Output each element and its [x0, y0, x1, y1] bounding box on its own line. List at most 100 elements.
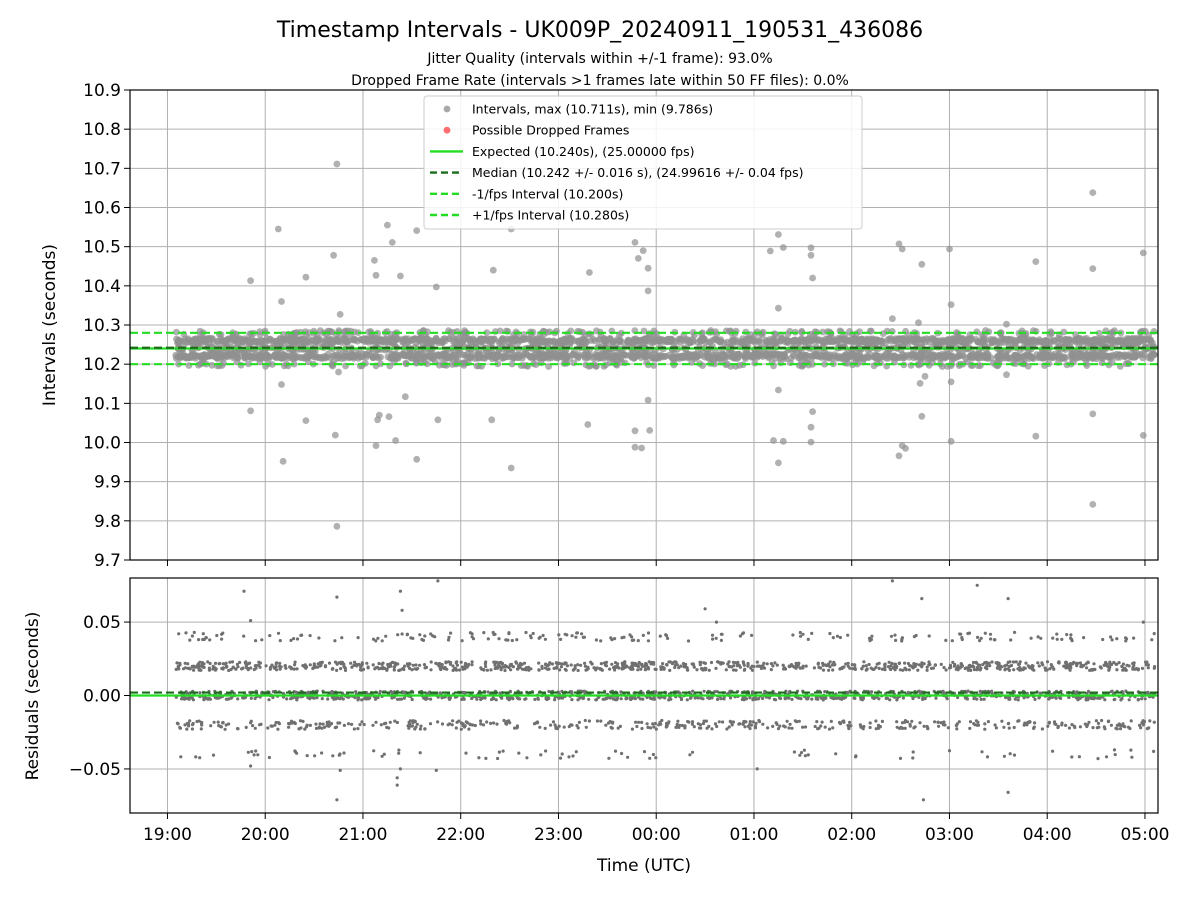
y-tick-label: 10.8 — [83, 120, 121, 140]
interval-point — [935, 351, 943, 359]
interval-point — [513, 335, 520, 343]
residual-point — [401, 667, 405, 671]
interval-outlier-point — [1089, 501, 1097, 508]
residual-point — [423, 727, 427, 731]
residual-point — [1087, 696, 1091, 700]
interval-point — [382, 335, 389, 343]
residual-point — [567, 755, 571, 759]
residual-point — [439, 667, 443, 672]
interval-point — [778, 351, 785, 358]
residual-point — [321, 722, 325, 726]
legend-label: Median (10.242 +/- 0.016 s), (24.99616 +… — [472, 165, 803, 180]
residual-point — [731, 660, 736, 664]
interval-outlier-point — [397, 272, 404, 280]
residual-point — [651, 752, 656, 757]
residual-point — [256, 753, 260, 757]
residual-point — [1132, 663, 1136, 668]
interval-outlier-point — [388, 239, 396, 246]
legend-label: +1/fps Interval (10.280s) — [472, 208, 629, 223]
interval-outlier-point — [947, 437, 955, 445]
residual-point — [379, 723, 383, 727]
interval-outlier-point — [302, 417, 310, 424]
residual-point — [440, 722, 445, 726]
residual-point — [914, 633, 918, 638]
residual-point — [413, 727, 417, 731]
interval-point — [520, 336, 528, 343]
interval-point — [709, 354, 716, 362]
interval-outlier-point — [335, 368, 342, 376]
interval-point — [844, 352, 851, 360]
residual-point — [1152, 720, 1156, 724]
residual-point — [797, 719, 801, 723]
interval-outlier-point — [947, 301, 955, 308]
residual-point — [1070, 723, 1074, 727]
residual-point — [1039, 691, 1043, 695]
residual-point — [288, 665, 292, 669]
residual-point — [1067, 726, 1071, 730]
residual-point — [395, 720, 399, 725]
interval-outlier-point — [279, 457, 287, 465]
residual-point — [484, 664, 488, 669]
residual-point — [1051, 636, 1055, 640]
interval-outlier-point — [413, 227, 421, 235]
interval-outlier-point — [507, 464, 515, 472]
residual-point — [353, 696, 357, 700]
interval-outlier-point — [489, 266, 497, 274]
residual-point — [418, 727, 422, 731]
residual-point — [519, 663, 524, 667]
residual-point — [313, 754, 317, 758]
residual-point — [916, 668, 920, 672]
y-tick-label: 9.7 — [94, 551, 121, 571]
residual-point — [787, 726, 791, 730]
residual-point — [490, 697, 494, 702]
interval-point — [562, 336, 570, 344]
interval-point — [914, 335, 921, 343]
residual-point — [1129, 719, 1133, 723]
interval-outlier-point — [807, 251, 815, 259]
residual-point — [179, 755, 183, 759]
interval-outlier-point — [775, 304, 782, 312]
residual-point — [937, 724, 941, 728]
residual-point — [199, 664, 203, 668]
residual-point — [979, 636, 983, 640]
residual-point — [972, 668, 977, 672]
residual-point — [1024, 661, 1028, 665]
interval-point — [748, 335, 756, 343]
interval-point — [202, 338, 210, 346]
residual-point — [707, 668, 711, 672]
residual-point — [978, 689, 982, 694]
residual-point — [356, 636, 360, 640]
interval-outlier-point — [918, 412, 926, 420]
interval-point — [1067, 354, 1075, 362]
interval-point — [861, 339, 869, 346]
residual-point — [719, 638, 724, 643]
interval-point — [925, 338, 933, 346]
residual-point — [273, 723, 277, 727]
residual-point — [333, 726, 337, 730]
residual-point — [599, 662, 604, 666]
interval-point — [483, 329, 491, 337]
interval-point — [979, 338, 987, 345]
residual-point — [190, 723, 195, 727]
residual-point — [460, 639, 464, 643]
residual-point — [225, 664, 229, 669]
interval-outlier-point — [809, 274, 816, 282]
residual-point — [613, 698, 618, 702]
residual-point — [678, 723, 682, 728]
residual-point — [1121, 668, 1125, 672]
residual-point — [986, 720, 991, 724]
residual-point — [397, 668, 401, 673]
residual-point — [1113, 753, 1117, 757]
interval-outlier-point — [889, 315, 896, 323]
residual-point — [1036, 661, 1040, 665]
residual-point — [274, 720, 278, 725]
interval-point — [763, 350, 770, 358]
interval-point — [514, 354, 522, 362]
interval-point — [537, 359, 545, 367]
interval-point — [617, 329, 625, 337]
interval-point — [1121, 338, 1128, 346]
interval-point — [395, 335, 402, 343]
residual-point — [436, 720, 440, 724]
residual-point — [957, 720, 961, 724]
residual-point — [794, 719, 799, 724]
